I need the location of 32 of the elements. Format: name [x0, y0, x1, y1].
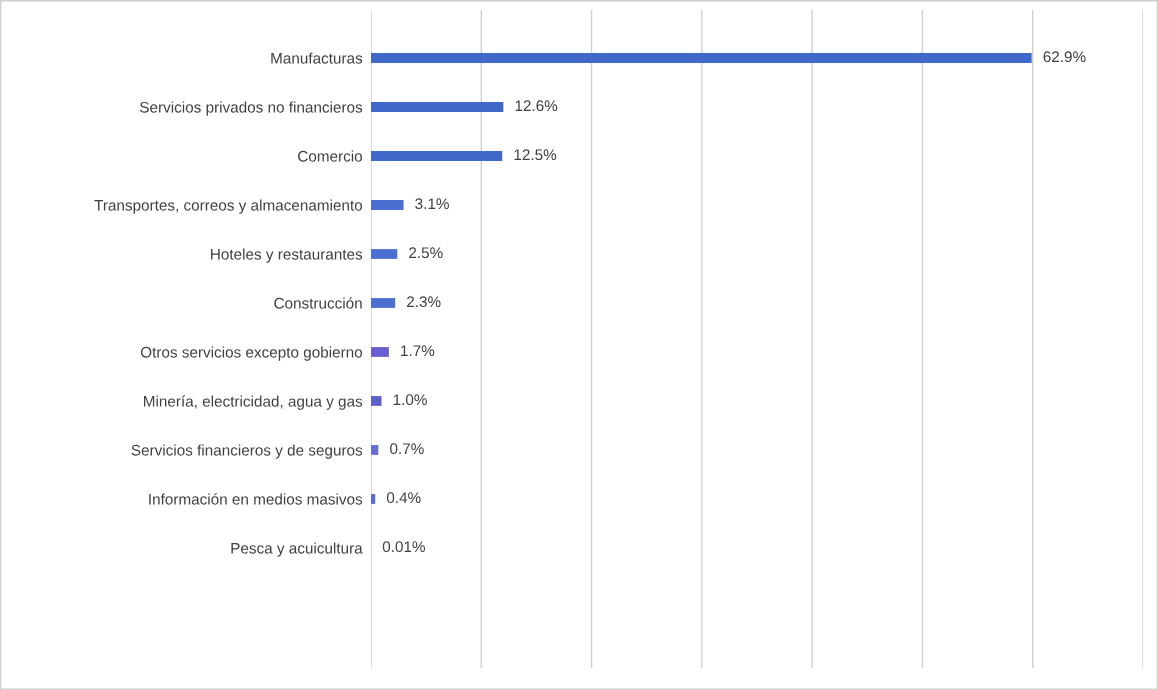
y-tick-label: Servicios financieros y de seguros: [131, 444, 363, 459]
y-tick-label: Minería, electricidad, agua y gas: [143, 395, 363, 410]
bar: [371, 494, 376, 504]
bar: [371, 151, 503, 161]
bar: [371, 102, 504, 112]
y-tick-label: Construcción: [274, 297, 362, 309]
bar: [371, 347, 389, 357]
y-tick-label: Otros servicios excepto gobierno: [140, 346, 363, 361]
data-label: 3.1%: [415, 198, 449, 210]
data-label: 1.0%: [393, 394, 427, 406]
y-tick-label: Pesca y acuicultura: [231, 542, 363, 557]
bar: [371, 53, 1032, 63]
bar: [371, 445, 379, 455]
data-label: 0.7%: [390, 443, 424, 455]
data-label: 2.3%: [407, 296, 441, 308]
y-tick-label: Manufacturas: [271, 52, 363, 64]
data-label: 62.9%: [1043, 51, 1086, 63]
y-tick-label: Servicios privados no financieros: [140, 101, 363, 116]
y-tick-label: Transportes, correos y almacenamiento: [94, 199, 363, 214]
data-label: 12.5%: [514, 149, 557, 161]
y-tick-label: Información en medios masivos: [149, 493, 363, 505]
y-tick-label: Comercio: [298, 150, 363, 162]
bar: [371, 200, 404, 210]
data-label: 0.01%: [382, 541, 425, 553]
bar: [371, 298, 396, 308]
bar: [371, 396, 382, 406]
data-label: 2.5%: [409, 247, 443, 259]
bar: [371, 249, 398, 259]
data-label: 0.4%: [386, 492, 421, 504]
data-label: 1.7%: [401, 345, 435, 357]
data-label: 12.6%: [515, 100, 558, 112]
y-tick-label: Hoteles y restaurantes: [211, 248, 363, 263]
